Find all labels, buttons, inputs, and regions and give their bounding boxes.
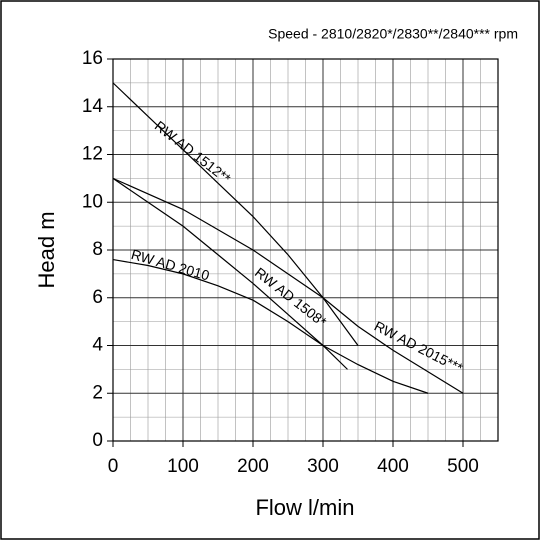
y-tick-label: 0 bbox=[92, 430, 103, 451]
y-tick-label: 4 bbox=[92, 335, 103, 356]
x-tick-label: 500 bbox=[447, 456, 479, 477]
y-tick-label: 12 bbox=[82, 144, 103, 165]
y-tick-label: 16 bbox=[82, 48, 103, 69]
plot-border bbox=[112, 58, 499, 442]
y-tick-label: 6 bbox=[92, 287, 103, 308]
x-tick-label: 200 bbox=[237, 456, 269, 477]
x-tick-label: 0 bbox=[108, 456, 119, 477]
curve bbox=[112, 177, 464, 394]
curve-label: RW AD 2015*** bbox=[372, 318, 466, 377]
y-tick-label: 14 bbox=[82, 96, 104, 117]
y-tick-label: 8 bbox=[92, 239, 103, 260]
x-tick-label: 300 bbox=[307, 456, 339, 477]
x-axis-title: Flow l/min bbox=[255, 495, 354, 520]
y-tick-label: 2 bbox=[92, 382, 103, 403]
curve-label: RW AD 1512** bbox=[152, 117, 234, 186]
y-axis-title: Head m bbox=[34, 211, 59, 288]
y-tick-label: 10 bbox=[82, 191, 103, 212]
x-tick-label: 400 bbox=[377, 456, 409, 477]
x-tick-label: 100 bbox=[167, 456, 199, 477]
curve bbox=[112, 82, 359, 346]
curve bbox=[112, 258, 429, 394]
subtitle: Speed - 2810/2820*/2830**/2840*** rpm bbox=[268, 26, 518, 42]
curve-label: RW AD 2010 bbox=[129, 246, 211, 284]
curve bbox=[112, 177, 348, 370]
